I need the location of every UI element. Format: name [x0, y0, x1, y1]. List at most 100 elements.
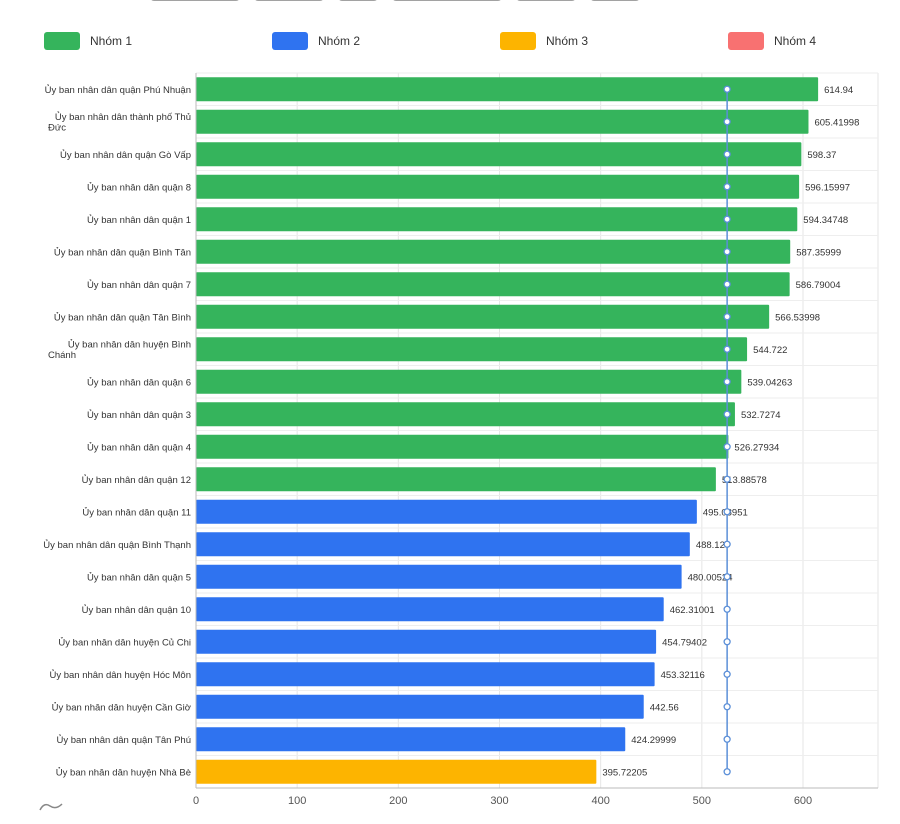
y-tick-label: Ủy ban nhân dân quận Bình Thạnh	[43, 539, 191, 551]
reference-point[interactable]	[723, 345, 731, 353]
data-label: 395.72205	[602, 767, 647, 778]
data-label: 532.7274	[741, 410, 781, 421]
y-tick-label: Ủy ban nhân dân quận Tân Phú	[56, 734, 191, 746]
bar[interactable]	[196, 467, 716, 492]
data-label: 566.53998	[775, 312, 820, 323]
data-label: 614.94	[824, 85, 853, 96]
bar[interactable]	[196, 564, 682, 589]
bar[interactable]	[196, 499, 697, 524]
y-tick-label: Ủy ban nhân dân huyện Nhà Bè	[56, 766, 191, 778]
y-tick-label: Ủy ban nhân dân huyện Hóc Môn	[49, 669, 191, 681]
data-label: 587.35999	[796, 247, 841, 258]
legend-swatch	[272, 32, 308, 50]
reference-point[interactable]	[723, 703, 731, 711]
bar[interactable]	[196, 304, 770, 329]
x-tick-label: 0	[193, 795, 199, 807]
bar[interactable]	[196, 759, 597, 784]
reference-point[interactable]	[723, 183, 731, 191]
data-label: 544.722	[753, 345, 787, 356]
y-tick-label: Ủy ban nhân dân huyện Cần Giờ	[52, 701, 191, 713]
bar[interactable]	[196, 434, 729, 459]
legend-item-group-2[interactable]: Nhóm 2	[272, 32, 360, 50]
data-label: 539.04263	[747, 377, 792, 388]
y-tick-label: Ủy ban nhân dân quận 5	[87, 571, 191, 583]
x-tick-label: 400	[591, 795, 609, 807]
bar[interactable]	[196, 77, 819, 102]
reference-point[interactable]	[723, 573, 731, 581]
bar[interactable]	[196, 597, 664, 622]
chart-title-cropped	[150, 0, 710, 2]
bar[interactable]	[196, 337, 748, 362]
bar[interactable]	[196, 727, 626, 752]
bar[interactable]	[196, 239, 791, 264]
reference-point[interactable]	[723, 670, 731, 678]
x-tick-label: 200	[389, 795, 407, 807]
data-label: 594.34748	[803, 215, 848, 226]
reference-point[interactable]	[723, 508, 731, 516]
bar[interactable]	[196, 109, 809, 134]
bar[interactable]	[196, 207, 798, 232]
reference-point[interactable]	[723, 768, 731, 776]
x-tick-label: 300	[490, 795, 508, 807]
data-label: 605.41998	[814, 117, 859, 128]
data-label: 442.56	[650, 702, 679, 713]
loading-spinner-icon	[39, 803, 63, 811]
reference-point[interactable]	[723, 540, 731, 548]
data-label: 488.12	[696, 540, 725, 551]
y-tick-label: Ủy ban nhân dân huyện Củ Chi	[58, 636, 191, 648]
reference-point[interactable]	[723, 475, 731, 483]
reference-point[interactable]	[723, 248, 731, 256]
chart-legend: Nhóm 1 Nhóm 2 Nhóm 3 Nhóm 4	[0, 32, 900, 52]
y-tick-label: Ủy ban nhân dân quận 12	[82, 474, 191, 486]
reference-point[interactable]	[723, 280, 731, 288]
y-tick-label: Ủy ban nhân dân thành phố Thủ Đức	[48, 111, 191, 134]
reference-point[interactable]	[723, 443, 731, 451]
reference-point[interactable]	[723, 215, 731, 223]
legend-swatch	[44, 32, 80, 50]
legend-label: Nhóm 2	[318, 34, 361, 48]
y-tick-label: Ủy ban nhân dân quận 10	[82, 604, 191, 616]
reference-point[interactable]	[723, 85, 731, 93]
data-label: 480.00524	[688, 572, 733, 583]
x-tick-label: 100	[288, 795, 306, 807]
legend-label: Nhóm 3	[546, 34, 589, 48]
y-tick-label: Ủy ban nhân dân quận 4	[87, 441, 191, 453]
y-tick-label: Ủy ban nhân dân huyện Bình Chánh	[48, 338, 191, 361]
legend-item-group-1[interactable]: Nhóm 1	[44, 32, 132, 50]
bar[interactable]	[196, 629, 657, 654]
reference-point[interactable]	[723, 638, 731, 646]
y-tick-label: Ủy ban nhân dân quận 8	[87, 181, 191, 193]
bar[interactable]	[196, 174, 800, 199]
bar[interactable]	[196, 532, 690, 557]
bar[interactable]	[196, 694, 644, 719]
legend-label: Nhóm 1	[90, 34, 133, 48]
bar[interactable]	[196, 662, 655, 687]
reference-point[interactable]	[723, 313, 731, 321]
x-tick-label: 600	[794, 795, 812, 807]
bar[interactable]	[196, 142, 802, 167]
y-tick-label: Ủy ban nhân dân quận Gò Vấp	[60, 149, 191, 161]
data-label: 596.15997	[805, 182, 850, 193]
bar[interactable]	[196, 272, 790, 297]
reference-point[interactable]	[723, 118, 731, 126]
legend-swatch	[728, 32, 764, 50]
legend-swatch	[500, 32, 536, 50]
data-label: 586.79004	[796, 280, 841, 291]
y-tick-label: Ủy ban nhân dân quận Phú Nhuận	[45, 84, 191, 96]
data-label: 598.37	[807, 150, 836, 161]
legend-item-group-4[interactable]: Nhóm 4	[728, 32, 816, 50]
reference-point[interactable]	[723, 605, 731, 613]
legend-item-group-3[interactable]: Nhóm 3	[500, 32, 588, 50]
data-label: 453.32116	[661, 670, 705, 681]
data-label: 526.27934	[734, 442, 779, 453]
bars-layer	[196, 77, 819, 784]
reference-point[interactable]	[723, 410, 731, 418]
y-tick-label: Ủy ban nhân dân quận 1	[87, 214, 191, 226]
reference-point[interactable]	[723, 378, 731, 386]
bar[interactable]	[196, 369, 742, 394]
reference-point[interactable]	[723, 735, 731, 743]
bar[interactable]	[196, 402, 735, 427]
reference-point[interactable]	[723, 150, 731, 158]
